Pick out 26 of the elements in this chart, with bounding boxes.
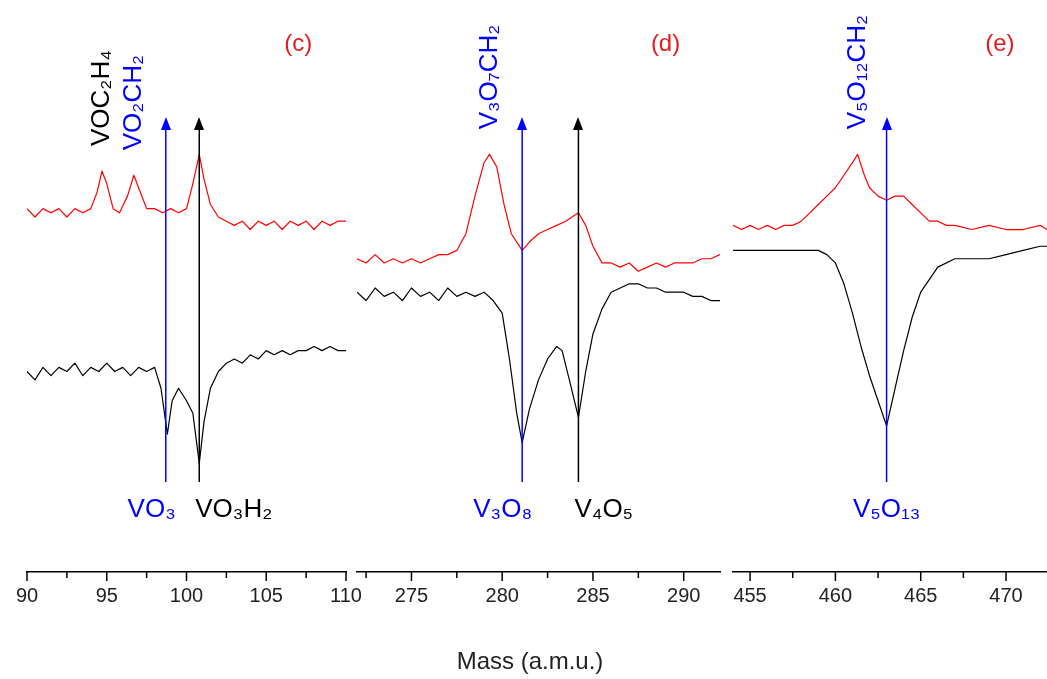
ref-line-label: V₅O₁₃: [852, 493, 921, 524]
x-tick-label: 465: [904, 583, 938, 606]
x-tick-label: 275: [394, 583, 429, 606]
annotation: VOC₂H₄: [85, 50, 116, 147]
ref-line-label: V₃O₈: [473, 493, 533, 524]
ref-line-label: V₄O₅: [574, 493, 634, 524]
x-tick-label: 100: [169, 583, 204, 606]
ref-line-label: VO₃H₂: [195, 493, 273, 524]
x-tick-label: 110: [330, 583, 362, 606]
x-axis-title: Mass (a.m.u.): [456, 646, 604, 674]
chart-title: (d): [650, 28, 681, 56]
x-tick-label: 280: [485, 583, 519, 606]
x-tick-label: 470: [989, 583, 1023, 606]
x-tick-label: 460: [818, 583, 853, 606]
x-tick-label: 455: [733, 583, 767, 606]
chart-title: (e): [985, 28, 1015, 56]
ref-line-label: VO₃: [127, 493, 176, 524]
chart-title: (c): [284, 28, 313, 56]
annotation: V₃O₇CH₂: [472, 24, 503, 130]
x-tick-label: 90: [15, 583, 39, 606]
x-tick-label: 95: [95, 583, 118, 606]
x-tick-label: 290: [667, 583, 701, 606]
annotation: VO₂CH₂: [117, 54, 148, 151]
x-tick-label: 285: [576, 583, 610, 606]
x-tick-label: 105: [249, 583, 283, 606]
annotation: V₅O₁₂CH₂: [840, 14, 871, 130]
